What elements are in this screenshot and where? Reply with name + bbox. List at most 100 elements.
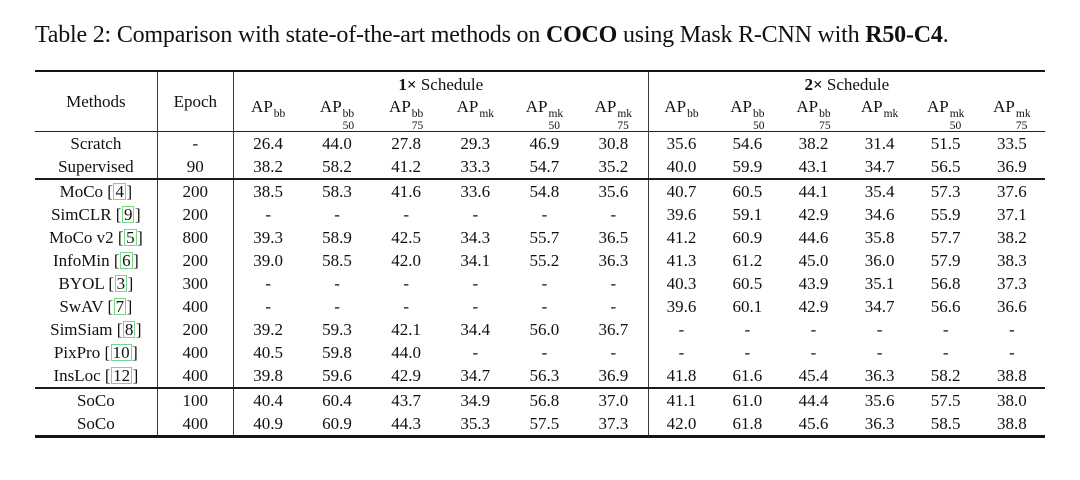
cell-value: -: [578, 203, 649, 226]
cell-value: 41.8: [666, 365, 697, 385]
cell-value: 41.2: [666, 227, 697, 247]
citation-link[interactable]: 9: [121, 204, 135, 224]
cell-value: -: [403, 273, 409, 293]
cell-value: 61.6: [732, 365, 763, 385]
caption-model: R50-C4: [865, 22, 943, 48]
table-row: SoCo 100 40.4 60.4 43.7 34.9 56.8 37.0 41.1 61.0 4…: [35, 388, 1045, 412]
table-row: MoCo v2 [5] 800 39.3 58.9 42.5 34.3 55.7 36.5 41…: [35, 226, 1045, 249]
cell-epoch: 200: [157, 249, 234, 272]
method-name: SoCo: [76, 390, 115, 410]
cell-value: 57.3: [930, 181, 961, 201]
cell-epoch: 300: [157, 272, 234, 295]
cell-value: 37.6: [996, 181, 1027, 201]
citation: [10]: [100, 342, 138, 362]
cell-epoch: 90: [157, 155, 234, 179]
cell-value: 31.4: [864, 133, 895, 153]
citation-link[interactable]: 5: [124, 227, 137, 247]
cell-value: -: [334, 204, 340, 224]
citation-link[interactable]: 12: [111, 365, 133, 385]
cell-value: 36.6: [996, 296, 1027, 316]
table-section: SoCo 100 40.4 60.4 43.7 34.9 56.8 37.0 41.1 61.0 4…: [35, 388, 1045, 437]
cell-method: InsLoc [12]: [35, 364, 158, 388]
metric-header-cell: AP mk: [441, 97, 510, 132]
citation-link[interactable]: 8: [122, 319, 136, 339]
cell-value: 38.0: [996, 390, 1027, 410]
cell-value: -: [942, 342, 949, 362]
cell-value: 58.2: [322, 156, 352, 176]
metric-header-cell: AP mk 50: [510, 97, 579, 132]
cell-value: -: [472, 273, 479, 293]
cell-value: 37.0: [578, 388, 649, 412]
table-row: InsLoc [12] 400 39.8 59.6 42.9 34.7 56.3 36.9 41…: [35, 364, 1045, 388]
cell-value: 26.4: [253, 133, 284, 153]
caption-mid: using Mask R-CNN with: [617, 22, 866, 48]
cell-value: 60.4: [322, 390, 352, 410]
cell-value: 59.1: [732, 204, 763, 224]
cell-value: -: [403, 204, 409, 224]
metric-label: AP bb 75: [389, 97, 424, 132]
metric-label: AP bb: [664, 97, 699, 120]
cell-value: 34.7: [864, 296, 895, 316]
cell-value: 56.0: [529, 319, 560, 339]
method-name: Supervised: [58, 156, 134, 176]
cell-value: 44.3: [391, 413, 422, 433]
citation-link[interactable]: 7: [113, 296, 127, 316]
citation-link[interactable]: 4: [113, 181, 126, 201]
metric-header-cell: AP mk 50: [913, 97, 979, 132]
cell-value: -: [1009, 342, 1015, 362]
citation-link[interactable]: 10: [110, 342, 132, 362]
cell-value: 40.7: [666, 181, 697, 201]
cell-value: 38.3: [996, 250, 1027, 270]
cell-value: 38.8: [996, 413, 1027, 433]
caption-suffix: .: [942, 22, 949, 48]
cell-value: -: [810, 319, 817, 339]
cell-value: 33.3: [460, 156, 491, 176]
cell-method: Supervised: [35, 155, 158, 179]
cell-value: 36.3: [578, 249, 649, 272]
cell-value: 36.3: [864, 365, 895, 385]
cell-value: 40.5: [253, 342, 284, 362]
cell-epoch: 100: [157, 388, 234, 412]
table-row: SoCo 400 40.9 60.9 44.3 35.3 57.5 37.3 42.0 61.8 4…: [35, 412, 1045, 437]
cell-value: 59.9: [732, 156, 763, 176]
cell-value: 39.6: [666, 204, 697, 224]
table-section: MoCo [4] 200 38.5 58.3 41.6 33.6 54.8 35.6 40.7 6…: [35, 179, 1045, 388]
cell-value: 35.6: [666, 133, 697, 153]
cell-value: 56.5: [930, 156, 961, 176]
cell-value: 33.6: [460, 181, 491, 201]
metric-header-cell: AP mk: [847, 97, 913, 132]
cell-value: 46.9: [529, 133, 560, 153]
cell-value: 33.5: [996, 133, 1027, 153]
cell-value: -: [678, 319, 685, 339]
citation-link[interactable]: 3: [114, 273, 128, 293]
method-name: MoCo v2: [48, 227, 114, 247]
table-row: SimCLR [9] 200- - - - - -39.6 59.1 42.9 34.6 55.9 3…: [35, 203, 1045, 226]
cell-method: SimSiam [8]: [35, 318, 158, 341]
cell-value: 40.3: [666, 273, 697, 293]
cell-value: -: [876, 342, 883, 362]
cell-epoch: 400: [157, 295, 234, 318]
citation-link[interactable]: 6: [120, 250, 133, 270]
cell-method: SimCLR [9]: [35, 203, 158, 226]
header-group-row: Methods Epoch 1× Schedule 2× Schedule: [35, 71, 1045, 132]
citation: [4]: [103, 181, 133, 201]
cell-value: 44.1: [798, 181, 829, 201]
cell-epoch: 400: [157, 341, 234, 364]
cell-value: 45.6: [798, 413, 829, 433]
cell-value: 45.0: [798, 250, 829, 270]
cell-value: 34.7: [864, 156, 895, 176]
cell-value: -: [541, 296, 548, 316]
table-section: Scratch -26.4 44.0 27.8 29.3 46.9 30.8 35.6 54.6…: [35, 131, 1045, 179]
table-row: SimSiam [8] 200 39.2 59.3 42.1 34.4 56.0 36.7- -…: [35, 318, 1045, 341]
cell-value: 58.5: [930, 413, 961, 433]
cell-method: MoCo [4]: [35, 179, 158, 203]
cell-method: BYOL [3]: [35, 272, 158, 295]
table-row: Scratch -26.4 44.0 27.8 29.3 46.9 30.8 35.6 54.6…: [35, 131, 1045, 155]
cell-value: 42.0: [666, 413, 697, 433]
cell-value: -: [578, 295, 649, 318]
table-row: PixPro [10] 400 40.5 59.8 44.0- - - - - - - - -: [35, 341, 1045, 364]
cell-value: 45.4: [798, 365, 829, 385]
cell-value: 42.9: [798, 204, 829, 224]
cell-value: 44.0: [391, 342, 422, 362]
table-row: InfoMin [6] 200 39.0 58.5 42.0 34.1 55.2 36.3 41…: [35, 249, 1045, 272]
